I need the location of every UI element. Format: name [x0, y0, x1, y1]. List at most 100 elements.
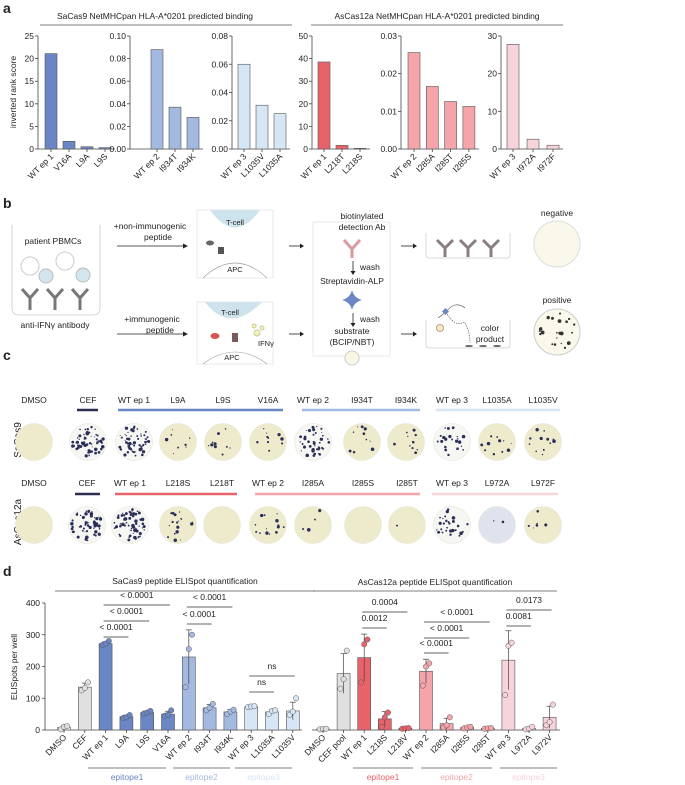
spot: [414, 451, 418, 455]
spot: [299, 435, 303, 439]
elispot-well: [343, 423, 381, 461]
y-tick-label: 0.04: [211, 88, 228, 98]
spot: [85, 431, 90, 435]
spot: [439, 522, 441, 524]
spot: [213, 445, 217, 449]
p-value-label: < 0.0001: [430, 623, 464, 633]
spot: [90, 443, 93, 445]
data-point: [105, 638, 112, 645]
data-point: [182, 684, 189, 691]
spot: [444, 427, 446, 429]
color-product-label: color: [481, 323, 500, 333]
spot: [268, 533, 271, 535]
non-immunogenic-label-2: peptide: [144, 232, 172, 242]
spot: [132, 443, 134, 445]
spot: [360, 425, 364, 429]
spot: [456, 436, 458, 438]
spot: [137, 511, 141, 515]
spot: [119, 448, 123, 451]
well-label: I285T: [396, 478, 418, 488]
spot: [95, 517, 99, 521]
spot: [446, 526, 448, 529]
elispot-well: [15, 423, 53, 461]
spot: [93, 527, 95, 529]
spot: [129, 512, 133, 516]
bar: [237, 63, 251, 150]
spot: [123, 524, 126, 527]
spot: [115, 525, 119, 529]
spot: [113, 527, 116, 530]
spot: [190, 522, 194, 526]
streptavidin-alp-icon: [342, 290, 362, 310]
y-tick-label: 0.02: [380, 69, 397, 79]
spot: [263, 428, 265, 430]
spot: [137, 437, 140, 440]
data-point: [126, 712, 133, 719]
spot: [466, 523, 469, 526]
p-value-label: < 0.0001: [99, 622, 133, 632]
spot: [552, 439, 556, 443]
spot: [167, 536, 170, 539]
data-point: [85, 679, 91, 686]
spot: [260, 513, 264, 518]
spot: [276, 525, 280, 529]
spot: [254, 523, 257, 526]
spot: [446, 426, 450, 430]
p-value-label: < 0.0001: [183, 609, 217, 619]
negative-well-icon: [533, 220, 581, 268]
spot: [84, 523, 87, 526]
apc-label: APC: [227, 265, 243, 274]
spot: [100, 448, 103, 451]
spot: [452, 520, 455, 523]
spot: [312, 447, 314, 450]
data-point: [323, 725, 330, 732]
spot: [142, 443, 145, 447]
spot: [275, 531, 278, 534]
spot: [84, 537, 88, 541]
bar: [317, 61, 331, 150]
well-label: CEF: [79, 478, 96, 488]
spot: [141, 522, 145, 526]
spot: [135, 529, 139, 533]
spot: [100, 445, 105, 449]
spot: [86, 427, 90, 431]
data-point: [293, 695, 299, 702]
spot: [94, 436, 96, 438]
spot: [308, 441, 310, 444]
spot: [439, 434, 442, 437]
spot: [348, 449, 352, 453]
spot: [352, 451, 356, 454]
spot: [539, 436, 543, 441]
well-label: I934K: [395, 395, 418, 405]
y-tick-label: 100: [26, 693, 40, 703]
y-tick-label: 0: [29, 144, 34, 154]
spot: [77, 444, 81, 447]
spot: [90, 425, 93, 429]
spot: [192, 521, 194, 523]
spot: [313, 452, 317, 456]
well-box: [11, 225, 101, 316]
panel-label-b: b: [3, 195, 12, 211]
x-tick-label: WT ep 3: [488, 151, 518, 181]
spot: [456, 447, 459, 451]
y-tick-label: 0.03: [380, 31, 397, 41]
spot: [302, 445, 307, 449]
bar: [462, 106, 476, 150]
p-value-label: 0.0173: [516, 595, 542, 605]
spot: [445, 529, 448, 532]
spot: [573, 323, 576, 326]
spot: [178, 511, 181, 513]
positive-label: positive: [543, 295, 572, 305]
spot: [177, 446, 180, 449]
epitope-group-label: epitope3: [512, 772, 545, 782]
panel-b-elispot-diagram: patient PBMCs anti-IFNγ antibody +non-im…: [11, 208, 581, 366]
spot: [221, 453, 224, 456]
spot: [460, 532, 463, 535]
bar: [150, 49, 164, 150]
spot: [133, 444, 136, 447]
data-point: [502, 692, 509, 699]
bar: [80, 146, 94, 150]
spot: [314, 518, 316, 521]
y-tick-label: 0.06: [211, 59, 228, 69]
